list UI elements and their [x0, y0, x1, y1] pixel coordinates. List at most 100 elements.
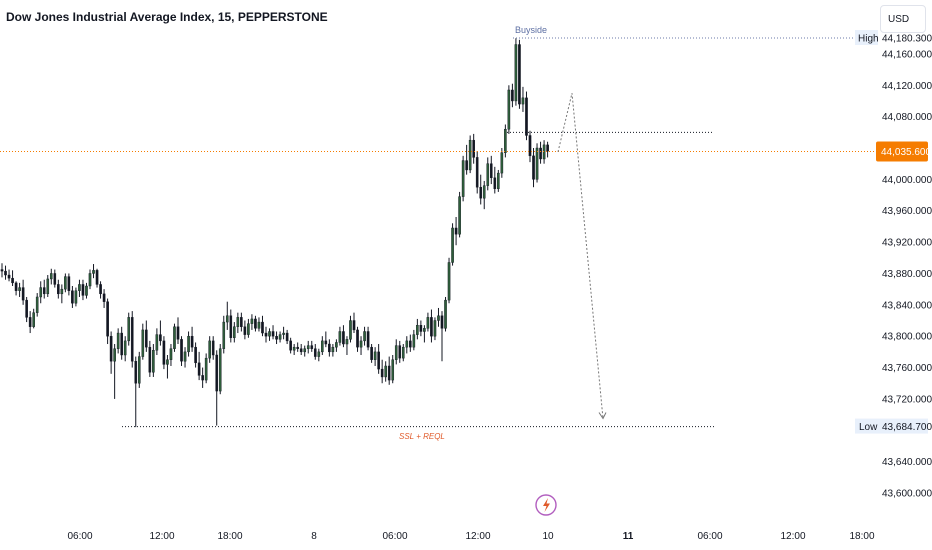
candle-up: [233, 326, 236, 338]
candle-down: [419, 325, 423, 332]
candle-up: [49, 273, 53, 280]
low-label: Low: [859, 422, 878, 433]
candle-up: [384, 365, 387, 378]
candle-down: [324, 340, 328, 345]
candle-up: [349, 320, 352, 340]
candle-down: [532, 155, 535, 180]
candle-down: [398, 345, 402, 359]
candle-down: [71, 290, 74, 304]
y-axis[interactable]: 44,160.000 44,120.000 44,080.000 44,000.000…: [855, 30, 932, 500]
candle-up: [247, 323, 250, 335]
candle-up: [78, 284, 81, 291]
candle-up: [222, 321, 226, 349]
candle-down: [215, 354, 219, 392]
candle-down: [370, 346, 373, 360]
candle-down: [285, 332, 289, 342]
candle-up: [504, 128, 507, 153]
candle-up: [173, 326, 176, 349]
candle-down: [525, 97, 528, 136]
low-value-badge: [878, 418, 928, 434]
candle-down: [366, 331, 370, 348]
buyside-label: Buyside: [515, 25, 547, 35]
candle-down: [53, 273, 57, 285]
candle-up: [335, 342, 338, 348]
y-tick-label: 44,120.000: [882, 81, 932, 92]
candle-down: [518, 44, 521, 105]
candle-up: [394, 345, 398, 360]
candle-up: [88, 273, 92, 287]
candle-up: [32, 312, 35, 327]
candle-up: [39, 287, 43, 298]
candle-up: [303, 348, 307, 353]
candle-down: [81, 284, 85, 296]
x-axis[interactable]: 06:00 12:00 18:00 8 06:00 12:00 10 11 06:00 12:00…: [67, 531, 874, 542]
candle-up: [359, 340, 363, 348]
candle-up: [468, 139, 472, 171]
candle-down: [57, 284, 60, 295]
candle-down: [4, 270, 7, 276]
y-tick-label: 43,800.000: [882, 332, 932, 343]
candle-down: [176, 326, 180, 340]
candle-down: [194, 346, 197, 364]
y-tick-label: 43,600.000: [882, 489, 932, 500]
y-tick-label: 44,000.000: [882, 175, 932, 186]
candle-up: [257, 321, 261, 329]
candle-up: [405, 340, 409, 348]
candle-down: [454, 227, 458, 235]
projection-arrow-head: [598, 412, 607, 420]
candle-up: [236, 317, 240, 327]
candle-down: [67, 276, 71, 291]
candle-up: [250, 318, 254, 324]
candle-down: [472, 139, 475, 158]
candle-down: [296, 346, 299, 349]
x-tick-label: 12:00: [149, 531, 174, 542]
lightning-bolt: [543, 498, 550, 512]
candle-down: [159, 334, 162, 342]
x-tick-label: 06:00: [697, 531, 722, 542]
candle-down: [148, 346, 152, 373]
x-tick-label: 12:00: [465, 531, 490, 542]
candle-down: [511, 89, 514, 102]
candle-down: [14, 282, 18, 291]
candle-down: [313, 348, 317, 357]
candle-up: [46, 278, 50, 295]
candle-down: [243, 326, 247, 335]
y-tick-label: 43,640.000: [882, 457, 932, 468]
candle-down: [254, 318, 257, 329]
candle-down: [310, 345, 314, 349]
x-tick-label: 10: [542, 531, 554, 542]
candle-up: [321, 340, 324, 353]
candle-down: [342, 331, 345, 345]
candle-down: [264, 332, 268, 337]
candle-up: [127, 317, 131, 342]
candle-down: [430, 317, 433, 337]
candle-down: [409, 340, 412, 348]
candle-up: [486, 163, 490, 186]
candle-up: [123, 340, 127, 356]
candle-up: [166, 359, 169, 365]
candle-down: [11, 277, 14, 284]
current-price-label: 44,035.600: [881, 147, 931, 158]
candle-down: [99, 284, 102, 295]
candle-down: [95, 270, 99, 285]
candle-up: [507, 89, 511, 130]
candle-up: [268, 331, 271, 337]
candle-up: [169, 348, 173, 360]
high-value-label: 44,180.300: [882, 34, 932, 45]
candle-down: [180, 339, 183, 362]
candle-up: [60, 288, 64, 295]
x-tick-label: 18:00: [217, 531, 242, 542]
y-tick-label: 44,080.000: [882, 112, 932, 123]
currency-button[interactable]: USD: [880, 5, 926, 33]
candle-up: [116, 332, 120, 349]
projection-path: [557, 93, 604, 419]
candle-down: [240, 317, 243, 327]
candle-up: [317, 351, 321, 357]
candle-down: [377, 351, 380, 370]
candle-down: [493, 177, 497, 189]
candle-up: [278, 334, 282, 340]
candle-up: [373, 351, 377, 360]
high-label: High: [858, 34, 879, 45]
lightning-icon: [535, 494, 557, 516]
